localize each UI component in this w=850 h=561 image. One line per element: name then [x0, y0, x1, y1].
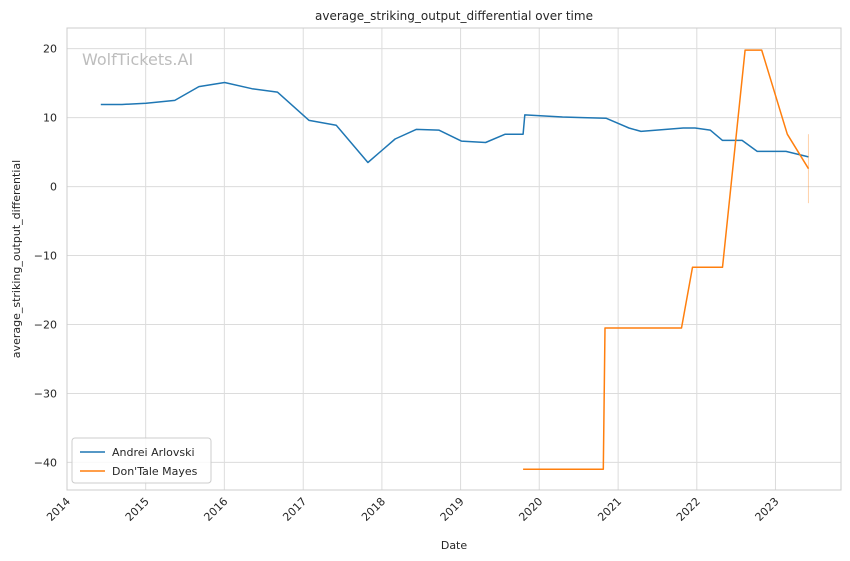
x-tick-label: 2015: [123, 495, 152, 524]
plot-frame: [66, 27, 842, 491]
x-tick-label: 2020: [516, 495, 545, 524]
y-tick-label: −30: [34, 387, 57, 400]
series-layer: [100, 49, 810, 471]
legend-box: [71, 437, 212, 484]
x-tick-label: 2018: [359, 495, 388, 524]
x-tick-label: 2019: [438, 495, 467, 524]
y-tick-label: 10: [43, 112, 57, 125]
y-tick-label: −10: [34, 250, 57, 263]
x-tick-label: 2014: [44, 495, 73, 524]
y-axis-label: average_striking_output_differential: [10, 160, 23, 358]
x-tick-labels: 2014 2015 2016 2017 2018 2019 2020 2021 2022 2023: [44, 495, 781, 524]
x-axis-label: Date: [441, 539, 468, 552]
legend-label: Andrei Arlovski: [112, 446, 195, 459]
series-0: [100, 81, 809, 164]
y-tick-label: −20: [34, 319, 57, 332]
y-tick-label: 20: [43, 43, 57, 56]
grid: [66, 28, 841, 490]
x-tick-label: 2017: [280, 495, 309, 524]
chart-title: average_striking_output_differential ove…: [315, 9, 593, 23]
x-tick-label: 2022: [674, 495, 703, 524]
series-line: [100, 81, 809, 164]
watermark: WolfTickets.AI: [82, 50, 193, 69]
y-tick-label: 0: [50, 181, 57, 194]
y-tick-labels: 20 10 0 −10 −20 −30 −40: [34, 43, 57, 470]
legend: Andrei Arlovski Don'Tale Mayes: [71, 437, 212, 484]
x-tick-label: 2021: [595, 495, 624, 524]
series-1: [523, 49, 810, 471]
x-tick-label: 2023: [753, 495, 782, 524]
y-tick-label: −40: [34, 456, 57, 469]
x-tick-label: 2016: [201, 495, 230, 524]
legend-label: Don'Tale Mayes: [112, 465, 198, 478]
series-line: [523, 49, 810, 471]
